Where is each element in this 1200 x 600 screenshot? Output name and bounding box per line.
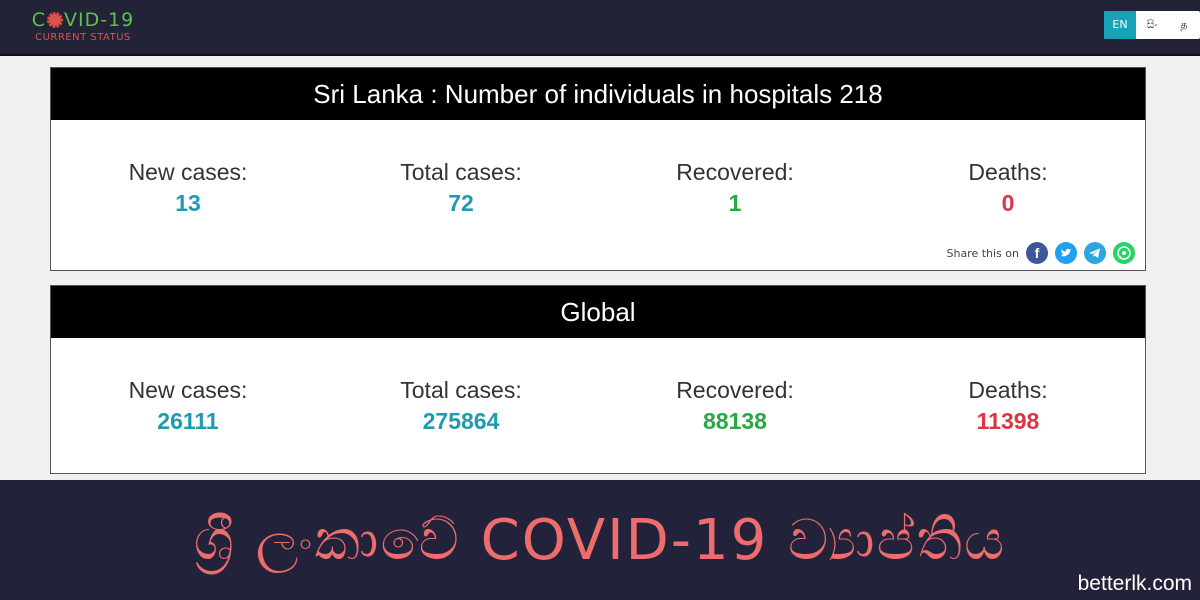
stat-value: 13 (175, 190, 201, 216)
facebook-icon[interactable]: f (1026, 242, 1048, 264)
share-bar: Share this on f (946, 242, 1135, 264)
banner-title: ශ්‍රී ලංකාවේ COVID-19 ව්‍යාප්තිය (193, 508, 1007, 573)
stat-deaths: Deaths: 0 (878, 158, 1138, 220)
stat-new-cases: New cases: 26111 (58, 376, 318, 438)
whatsapp-icon[interactable] (1113, 242, 1135, 264)
stat-value: 1 (728, 190, 742, 216)
stat-deaths: Deaths: 11398 (878, 376, 1138, 438)
stat-label: Total cases: (400, 159, 522, 185)
sri-lanka-card-title: Sri Lanka : Number of individuals in hos… (51, 68, 1145, 120)
stat-value: 88138 (703, 408, 767, 434)
virus-icon (47, 12, 63, 28)
global-card: Global New cases: 26111 Total cases: 275… (50, 285, 1146, 474)
svg-text:f: f (1035, 245, 1040, 261)
site-watermark: betterlk.com (1077, 572, 1192, 595)
stat-value: 11398 (976, 408, 1040, 434)
stat-value: 0 (1001, 190, 1015, 216)
stat-label: New cases: (128, 377, 248, 403)
brand-logo[interactable]: C VID-19 CURRENT STATUS (28, 8, 138, 44)
lang-en-button[interactable]: EN (1104, 11, 1136, 39)
stat-new-cases: New cases: 13 (58, 158, 318, 220)
stat-recovered: Recovered: 1 (605, 158, 865, 220)
share-label: Share this on (946, 246, 1019, 260)
stat-label: Deaths: (968, 377, 1048, 403)
stat-label: Recovered: (676, 159, 794, 185)
stat-value: 26111 (157, 408, 219, 434)
stat-label: Recovered: (676, 377, 794, 403)
stat-value: 72 (448, 190, 474, 216)
stat-recovered: Recovered: 88138 (605, 376, 865, 438)
sri-lanka-card: Sri Lanka : Number of individuals in hos… (50, 67, 1146, 271)
global-card-title: Global (51, 286, 1145, 338)
sri-lanka-stats: New cases: 13 Total cases: 72 Recovered:… (51, 120, 1145, 270)
stat-total-cases: Total cases: 72 (331, 158, 591, 220)
language-switcher: EN සිං த (1104, 11, 1200, 39)
global-stats: New cases: 26111 Total cases: 275864 Rec… (51, 338, 1145, 473)
promo-banner: ශ්‍රී ලංකාවේ COVID-19 ව්‍යාප්තිය betterl… (0, 480, 1200, 600)
stat-label: Deaths: (968, 159, 1048, 185)
twitter-icon[interactable] (1055, 242, 1077, 264)
stat-label: New cases: (128, 159, 248, 185)
navbar: C VID-19 CURRENT STATUS EN සිං த (0, 0, 1200, 56)
brand-title: C VID-19 (31, 9, 135, 31)
lang-ta-button[interactable]: த (1180, 18, 1188, 31)
lang-si-button[interactable]: සිං (1146, 18, 1158, 31)
stat-label: Total cases: (400, 377, 522, 403)
telegram-icon[interactable] (1084, 242, 1106, 264)
stat-total-cases: Total cases: 275864 (331, 376, 591, 438)
stat-value: 275864 (422, 408, 500, 434)
brand-subtitle: CURRENT STATUS (35, 32, 131, 43)
